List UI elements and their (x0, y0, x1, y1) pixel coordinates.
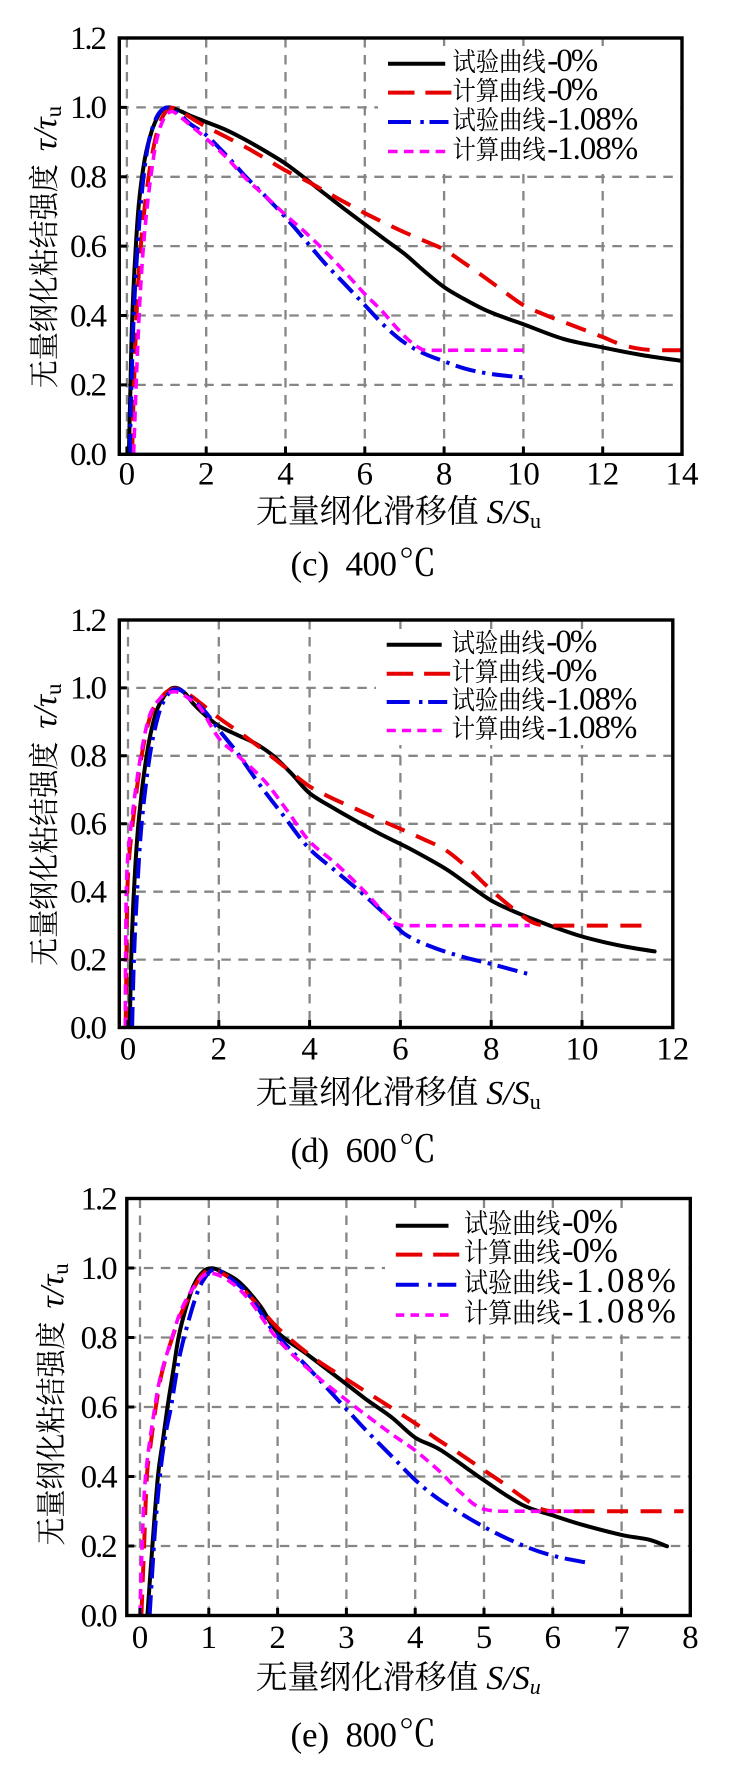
svg-text:10: 10 (507, 456, 540, 492)
svg-text:1.0: 1.0 (81, 1251, 118, 1287)
svg-text:6: 6 (392, 1031, 409, 1067)
svg-text:0.2: 0.2 (70, 368, 107, 404)
svg-text:4: 4 (301, 1031, 318, 1067)
svg-text:-1.08%: -1.08% (547, 131, 638, 167)
svg-text:-0%: -0% (547, 72, 598, 108)
svg-text:6: 6 (545, 1620, 562, 1656)
svg-text:1.2: 1.2 (70, 603, 107, 639)
svg-text:0.4: 0.4 (81, 1459, 118, 1495)
svg-text:12: 12 (586, 456, 619, 492)
svg-text:8: 8 (682, 1620, 699, 1656)
svg-text:2: 2 (198, 456, 215, 492)
svg-text:0.8: 0.8 (81, 1320, 118, 1356)
svg-text:-1.08%: -1.08% (546, 710, 637, 746)
svg-text:(c): (c) (291, 545, 330, 584)
svg-text:-1.08%: -1.08% (562, 1261, 676, 1300)
svg-text:600: 600 (346, 1131, 398, 1170)
svg-text:4: 4 (407, 1620, 424, 1656)
svg-text:2: 2 (269, 1620, 286, 1656)
svg-text:-0%: -0% (547, 43, 598, 79)
svg-text:12: 12 (656, 1031, 689, 1067)
svg-text:-1.08%: -1.08% (562, 1291, 676, 1330)
svg-text:0.8: 0.8 (70, 160, 107, 196)
svg-text:6: 6 (357, 456, 374, 492)
svg-text:-1.08%: -1.08% (547, 101, 638, 137)
svg-text:0: 0 (132, 1620, 149, 1656)
svg-text:0.2: 0.2 (70, 942, 107, 978)
svg-text:0.6: 0.6 (70, 229, 107, 265)
svg-text:2: 2 (211, 1031, 228, 1067)
svg-text:0.0: 0.0 (70, 1010, 107, 1046)
svg-text:7: 7 (613, 1620, 630, 1656)
svg-text:0.6: 0.6 (70, 807, 107, 843)
svg-text:(e): (e) (291, 1715, 330, 1754)
svg-text:5: 5 (476, 1620, 493, 1656)
svg-text:14: 14 (666, 456, 699, 492)
svg-text:τ/τu: τ/τu (27, 105, 66, 151)
svg-text:800: 800 (346, 1715, 398, 1754)
svg-text:1.0: 1.0 (70, 90, 107, 126)
svg-text:1.0: 1.0 (70, 671, 107, 707)
svg-text:0.0: 0.0 (81, 1598, 118, 1634)
svg-text:-0%: -0% (546, 653, 597, 689)
svg-text:0.4: 0.4 (70, 875, 107, 911)
svg-text:8: 8 (436, 456, 453, 492)
svg-text:-1.08%: -1.08% (546, 681, 637, 717)
svg-text:0.0: 0.0 (70, 437, 107, 473)
svg-text:1.2: 1.2 (81, 1181, 118, 1217)
svg-text:4: 4 (277, 456, 294, 492)
svg-text:0: 0 (120, 1031, 137, 1067)
svg-text:0.4: 0.4 (70, 298, 107, 334)
svg-text:1: 1 (201, 1620, 218, 1656)
svg-text:400: 400 (346, 545, 398, 584)
svg-text:0: 0 (119, 456, 136, 492)
svg-text:-0%: -0% (546, 624, 597, 660)
svg-text:1.2: 1.2 (70, 21, 107, 57)
svg-text:0.8: 0.8 (70, 739, 107, 775)
svg-text:8: 8 (483, 1031, 500, 1067)
svg-text:0.6: 0.6 (81, 1390, 118, 1426)
svg-text:10: 10 (566, 1031, 599, 1067)
svg-text:3: 3 (338, 1620, 355, 1656)
svg-text:(d): (d) (291, 1131, 330, 1170)
svg-text:-0%: -0% (562, 1231, 618, 1270)
svg-text:0.2: 0.2 (81, 1529, 118, 1565)
svg-text:-0%: -0% (562, 1202, 618, 1241)
